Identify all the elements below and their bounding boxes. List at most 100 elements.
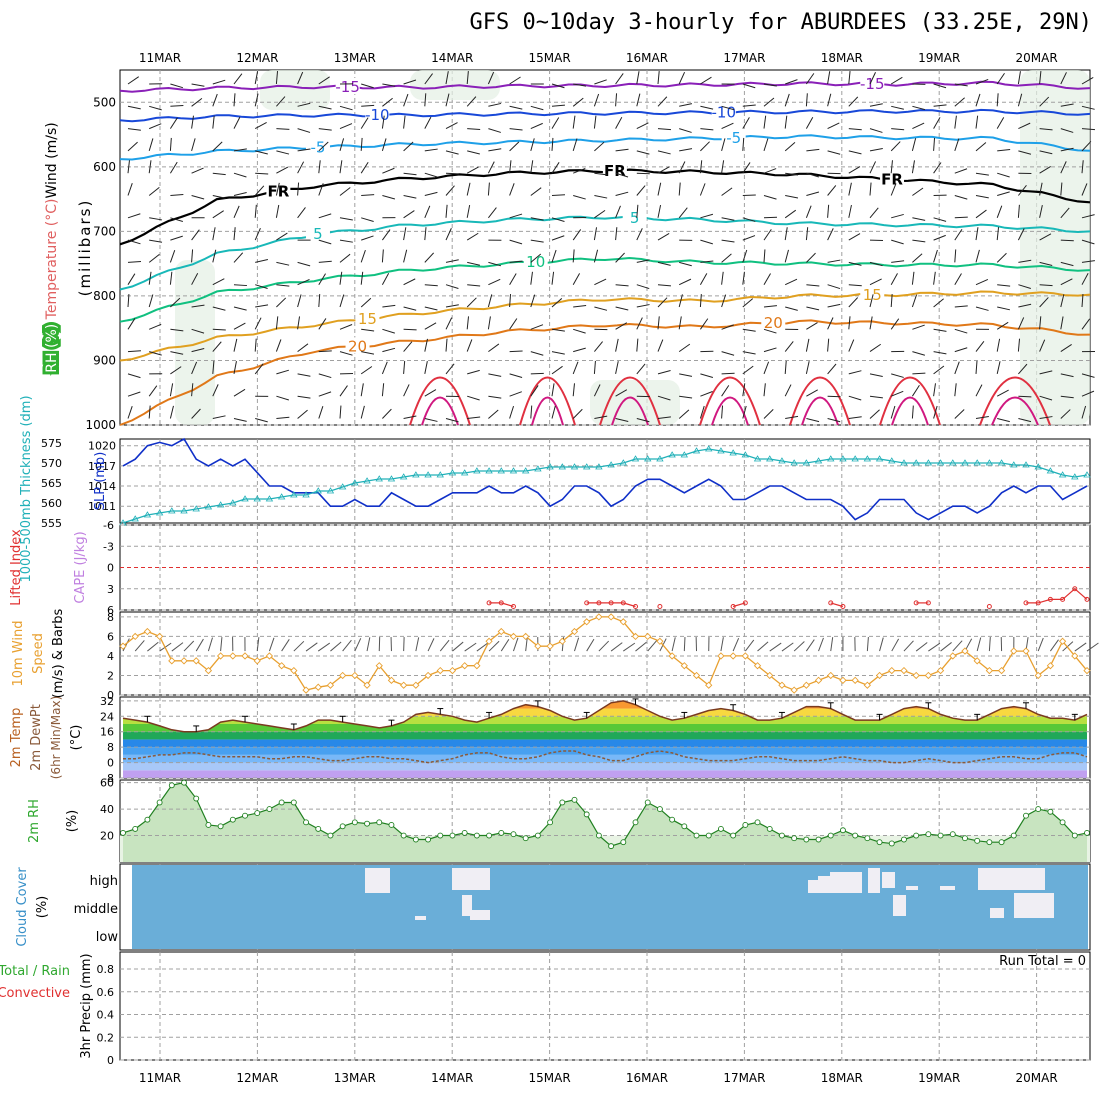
wind-barb [170, 84, 182, 88]
upper-air-ylabel-text: RH (%) Temperature (°C)Wind (m/s) [44, 122, 60, 372]
rh-marker [560, 800, 565, 805]
upper-air-ylabel: RH (%) Temperature (°C)Wind (m/s) [44, 122, 60, 372]
wind-barb [912, 295, 916, 307]
wind-barb [594, 196, 607, 199]
date-label-bottom: 12MAR [236, 1071, 278, 1085]
wind10-ylabel-text: (m/s) & Barbs [51, 608, 66, 698]
precip-total-label: Total / Rain [0, 964, 70, 979]
wind-barb [1018, 339, 1019, 352]
wind-barb [128, 406, 132, 418]
pressure-tick-label: 700 [93, 224, 116, 238]
wind-barb [276, 285, 289, 286]
wind-barb-10m [721, 637, 723, 651]
wind-barb-10m [184, 641, 194, 651]
temp-tick-label: 24 [100, 710, 114, 723]
wind-barb [722, 240, 735, 242]
wind-barb [382, 196, 395, 200]
rh-marker [572, 797, 577, 802]
rh-area [123, 783, 1087, 862]
wind-barb [425, 307, 438, 310]
wind-barb [637, 305, 650, 307]
rh-marker [1036, 807, 1041, 812]
rh-marker [535, 833, 540, 838]
wind-barb [828, 123, 840, 129]
wind-barb [340, 295, 344, 307]
wind-barb [361, 366, 372, 373]
wind-barb [616, 93, 617, 106]
wind-barb [594, 142, 604, 151]
wind-barb [849, 129, 862, 130]
wind-barb [170, 236, 182, 240]
wind-barb [488, 183, 489, 196]
wind-barb [785, 279, 797, 284]
cloud-clear-area [893, 895, 906, 916]
rh-marker [1072, 833, 1077, 838]
wind-barb [891, 374, 904, 378]
wind-barb-10m [623, 643, 635, 651]
precip-tick-label: 0 [107, 1054, 114, 1067]
lifted-ylabel: Lifted Index [9, 529, 24, 606]
wind-barb [955, 306, 968, 307]
wind-barb [361, 195, 374, 196]
wind-barb [404, 116, 405, 129]
wind-barb [785, 307, 798, 310]
wind-barb [679, 410, 689, 419]
wind10-ylabel-text: Speed [31, 633, 46, 674]
pressure-tick-label: 600 [93, 160, 116, 174]
wind-barb [170, 194, 183, 195]
wind-label: Wind (m/s) [44, 122, 60, 198]
rh-marker [792, 836, 797, 841]
wind-barb [488, 162, 494, 174]
wind-barb [234, 285, 247, 286]
wind-barb [637, 364, 645, 374]
temp-tick-label: 16 [100, 726, 114, 739]
rh-marker [389, 822, 394, 827]
rh-marker [1023, 813, 1028, 818]
wind-barb [488, 316, 490, 329]
rh-marker [511, 832, 516, 837]
date-label-top: 14MAR [431, 51, 473, 65]
wind-barb [149, 386, 157, 397]
wind-barb [361, 138, 362, 151]
wind-barb [700, 214, 713, 218]
rh-marker [413, 837, 418, 842]
wind-tick-label: 8 [107, 611, 114, 624]
wind-barb [658, 340, 663, 352]
temp-tick-label: 32 [100, 695, 114, 708]
wind-barb [870, 161, 876, 173]
wind-barb [552, 406, 555, 419]
rh-marker [938, 833, 943, 838]
cloud-clear-area [830, 872, 862, 893]
wind-barb [616, 149, 629, 151]
rh-label: RH (%) [44, 319, 60, 372]
wind-barb [785, 142, 795, 151]
temp-ylabel: 2m Temp [9, 708, 24, 768]
cloud-ylabel: Cloud Cover [15, 867, 30, 947]
wind-barb [637, 318, 643, 330]
wind-barb-10m [147, 642, 158, 651]
wind-barb [319, 261, 332, 262]
wind-barb [128, 392, 140, 396]
wind-barb [679, 72, 684, 84]
rh-marker [1048, 809, 1053, 814]
wind-barb [149, 187, 159, 195]
wind-speed-marker [291, 668, 297, 674]
cloud-level-label: high [90, 874, 118, 889]
wind-barb [361, 298, 371, 307]
wind-barb [658, 151, 671, 154]
wind-barb [637, 151, 650, 154]
wind-tick-label: 2 [107, 669, 114, 682]
wind-barb [404, 211, 415, 218]
date-label-top: 12MAR [236, 51, 278, 65]
date-label-top: 20MAR [1016, 51, 1058, 65]
wind-barb [637, 71, 639, 84]
wind-speed-marker [254, 658, 260, 664]
temp-unit-text: (°C) [69, 725, 84, 751]
wind-barb [573, 98, 583, 106]
rh-ylabel: 2m RH [27, 799, 42, 843]
wind-barb [806, 93, 807, 106]
wind-barb [192, 168, 204, 173]
rh-marker [145, 817, 150, 822]
wind-barb [976, 196, 989, 198]
wind-barb [361, 383, 363, 396]
